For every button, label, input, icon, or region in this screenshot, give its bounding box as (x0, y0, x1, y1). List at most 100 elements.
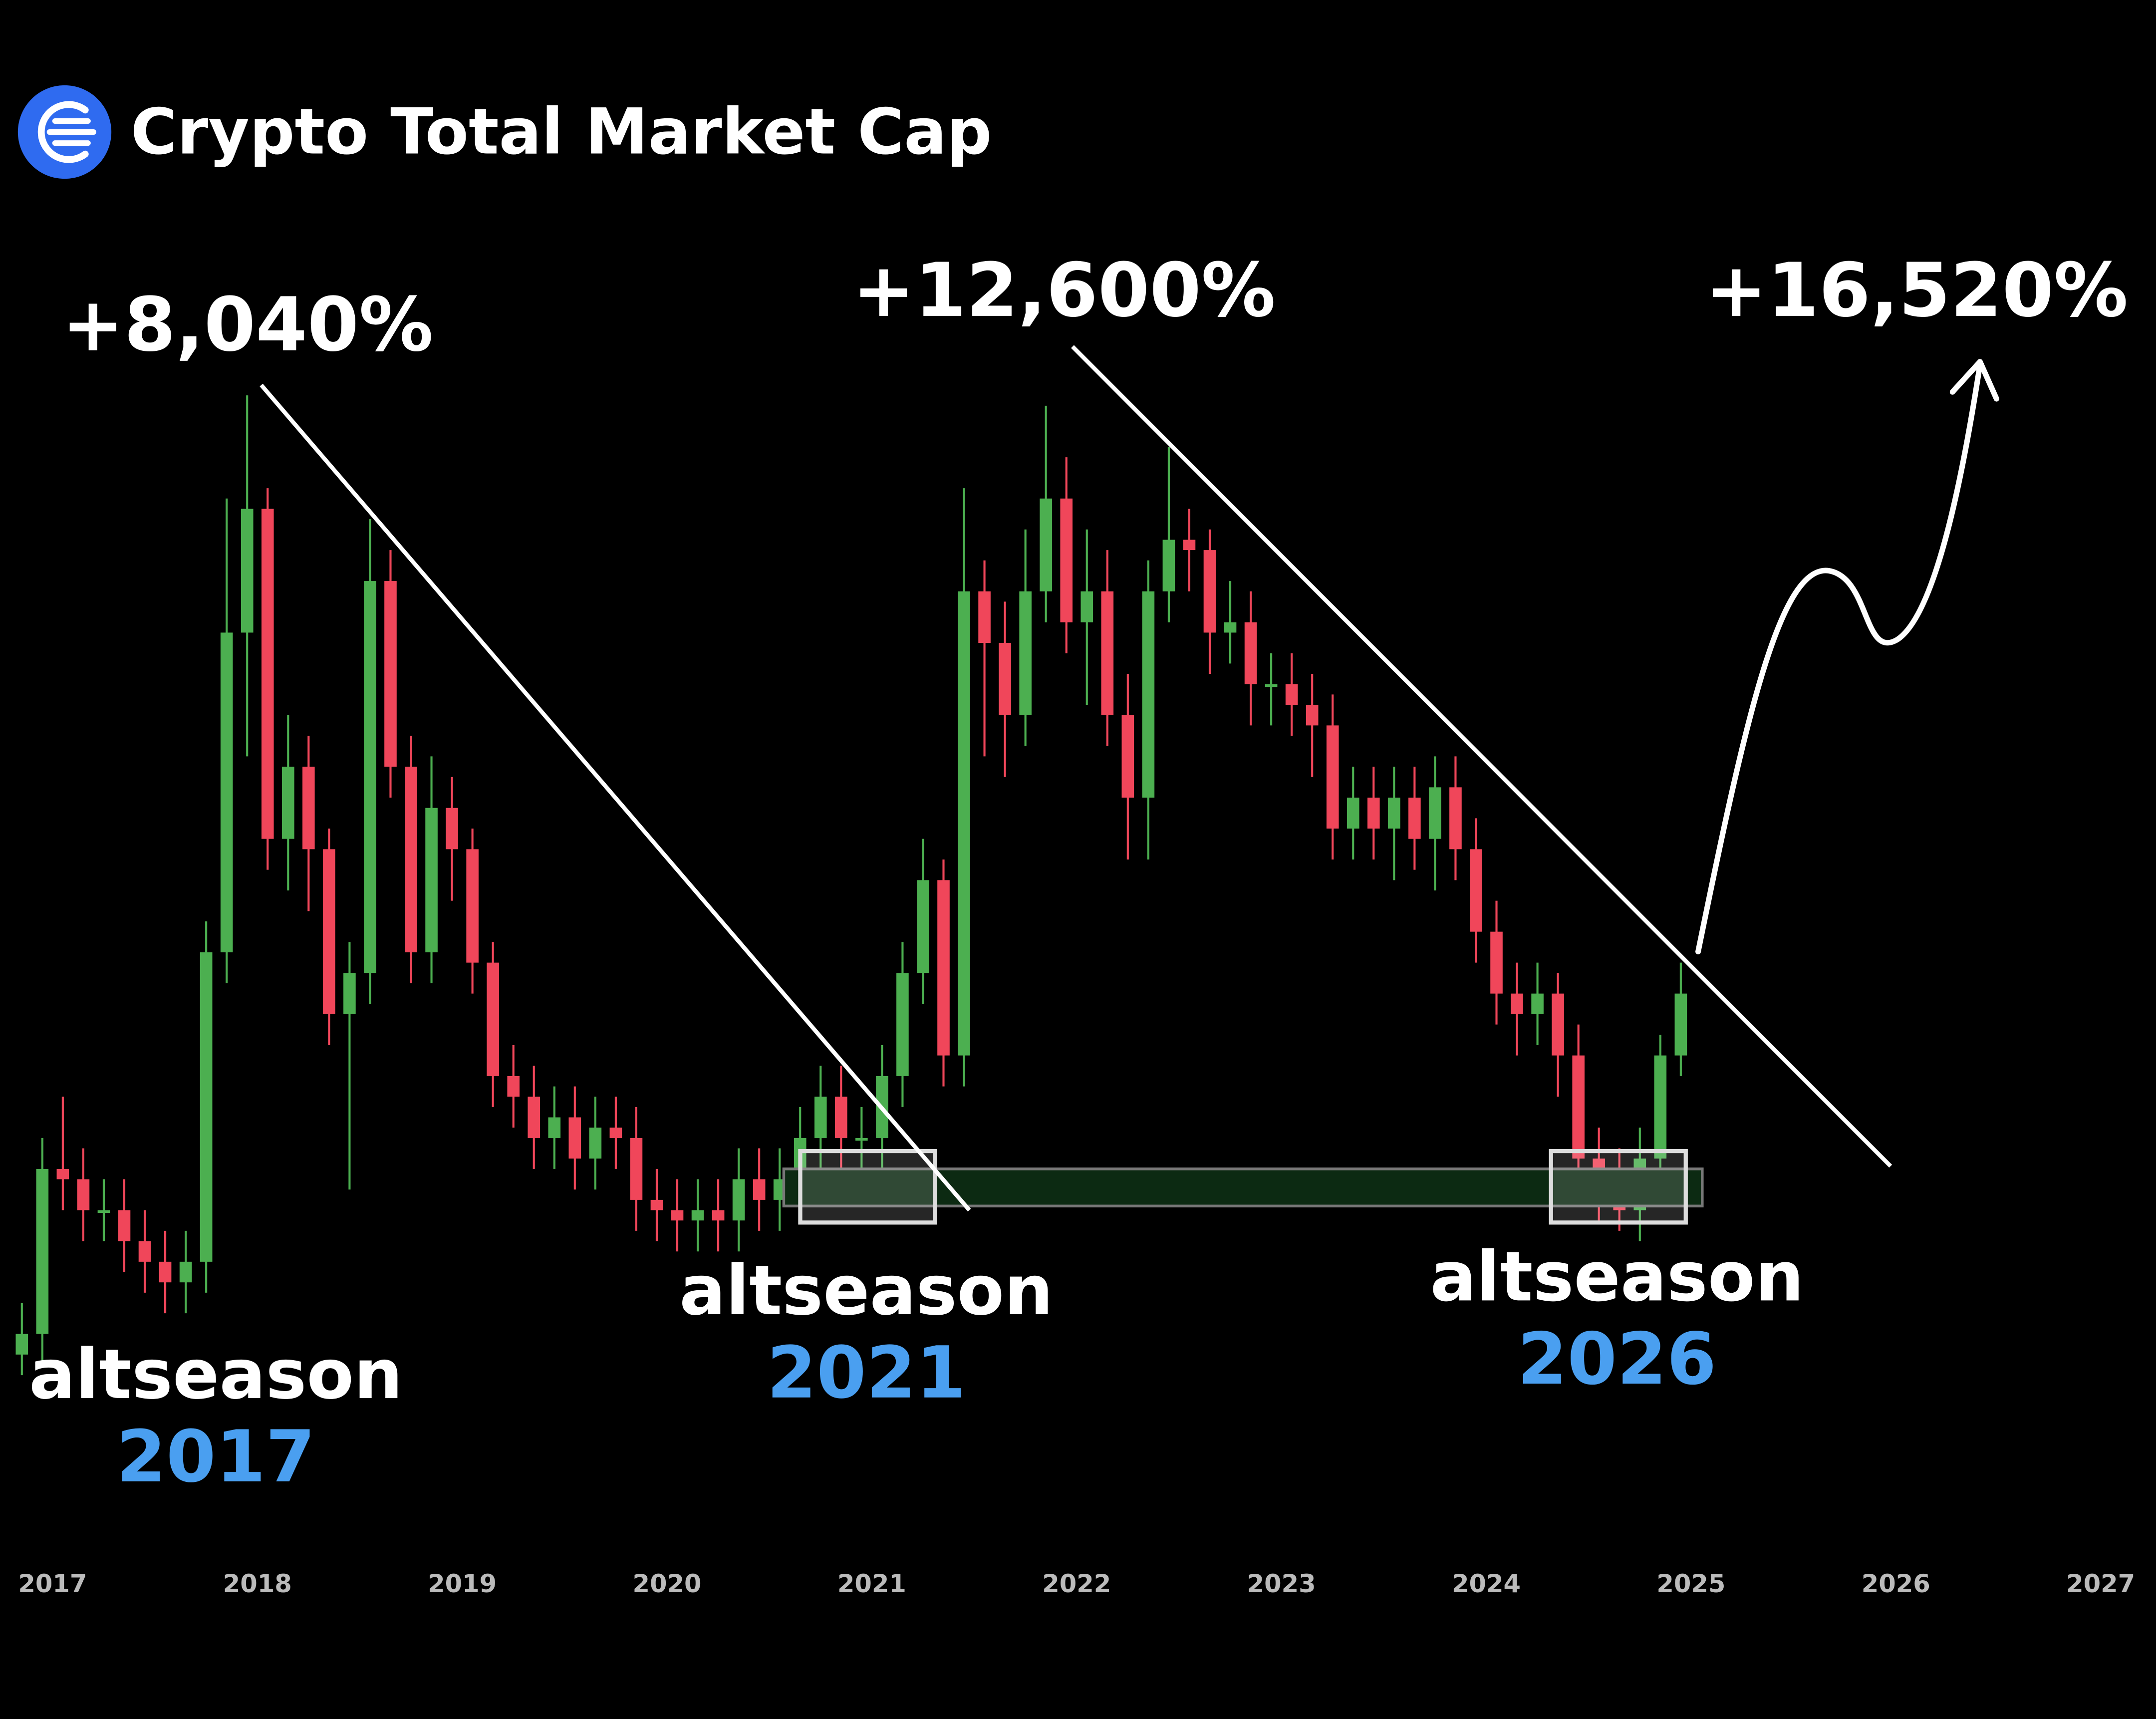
candle-body (1449, 787, 1462, 850)
candle-body (281, 767, 294, 839)
candle-body (425, 808, 438, 952)
candle-body (1306, 705, 1319, 726)
candle-body (568, 1117, 581, 1159)
candle-body (241, 509, 254, 633)
candle-body (56, 1168, 69, 1179)
candle-body (405, 767, 417, 952)
x-tick-label: 2027 (2066, 1569, 2135, 1598)
candle-body (1429, 787, 1441, 839)
candle-body (589, 1128, 602, 1159)
candle-body (97, 1210, 110, 1213)
candle-body (1019, 591, 1032, 715)
candle-body (630, 1138, 643, 1200)
candle-body (1040, 498, 1052, 591)
altseason-label: altseason (679, 1251, 1053, 1331)
candle-body (1408, 798, 1421, 839)
x-tick-label: 2024 (1452, 1569, 1521, 1598)
candle-body (1326, 725, 1339, 829)
candle-body (1388, 798, 1400, 829)
candle-body (1470, 849, 1482, 932)
candle-body (446, 808, 458, 850)
candle-body (1121, 715, 1134, 798)
candle-body (896, 973, 909, 1076)
candle-body (1552, 993, 1564, 1056)
candle-body (302, 767, 315, 850)
plot-area: 2017 2018 2019 2020 2021 2022 2023 2024 2025 2026… (15, 395, 2135, 1598)
x-tick-label: 2020 (632, 1569, 701, 1598)
candle-body (487, 962, 499, 1076)
candle-body (671, 1210, 684, 1221)
candle-body (261, 509, 274, 839)
candle-body (77, 1179, 90, 1210)
x-tick-label: 2023 (1247, 1569, 1316, 1598)
candle-body (732, 1179, 745, 1221)
candle-body (1511, 993, 1523, 1014)
projection-arrow (1695, 359, 1999, 955)
annotation: +12,600% (852, 248, 1276, 334)
candle-body (323, 849, 335, 1014)
candle-body (364, 581, 376, 973)
highlight-box (798, 1148, 937, 1225)
trend-line (260, 383, 971, 1212)
candle-body (958, 591, 970, 1056)
x-tick-label: 2018 (223, 1569, 292, 1598)
candle-body (814, 1097, 827, 1138)
logo (17, 85, 112, 179)
highlight-box (1549, 1148, 1688, 1225)
x-tick-label: 2019 (428, 1569, 497, 1598)
candle-body (999, 643, 1011, 715)
candle-body (1142, 591, 1155, 798)
annotation: +8,040% (62, 282, 433, 368)
candle-body (855, 1138, 868, 1141)
candle-body (138, 1241, 151, 1262)
candle-body (712, 1210, 725, 1221)
candle-body (1674, 993, 1687, 1056)
candle-body (1265, 684, 1278, 687)
candle-body (1347, 798, 1359, 829)
candle-body (548, 1117, 561, 1138)
altseason-year: 2017 (116, 1415, 315, 1498)
candle-body (834, 1097, 847, 1138)
candle-body (937, 880, 950, 1056)
candle-body (1531, 993, 1544, 1014)
candle-body (118, 1210, 131, 1241)
candle-body (159, 1261, 172, 1283)
x-tick-label: 2025 (1656, 1569, 1725, 1598)
candle-body (753, 1179, 766, 1200)
x-tick-label: 2021 (837, 1569, 906, 1598)
candle-body (1367, 798, 1380, 829)
candle-body (200, 952, 213, 1262)
candle-body (220, 632, 233, 952)
candle-body (917, 880, 929, 973)
candle-body (691, 1210, 704, 1221)
altseason-year: 2021 (767, 1331, 966, 1415)
candle-body (1203, 550, 1216, 633)
x-tick-label: 2017 (18, 1569, 87, 1598)
candle-body (609, 1128, 622, 1138)
candle-body (1101, 591, 1114, 715)
candle-body (1572, 1055, 1585, 1159)
altseason-year: 2026 (1518, 1317, 1717, 1401)
candle-body (1285, 684, 1298, 705)
candle-body (343, 973, 356, 1014)
altseason-label: altseason (1430, 1237, 1804, 1317)
candle-body (384, 581, 397, 767)
chart-title: Crypto Total Market Cap (131, 94, 992, 168)
candle-body (1490, 931, 1503, 994)
candle-body (1593, 1158, 1606, 1169)
candle-body (466, 849, 479, 963)
x-tick-label: 2022 (1042, 1569, 1111, 1598)
candle-body (1224, 622, 1237, 633)
candle-body (507, 1076, 520, 1097)
candle-body (650, 1199, 663, 1210)
annotation: +16,520% (1705, 248, 2128, 334)
candle-body (1654, 1055, 1667, 1159)
candle-body (978, 591, 991, 643)
candle-body (1183, 540, 1196, 551)
candle-body (528, 1097, 540, 1138)
candle-body (15, 1334, 28, 1355)
candle-body (179, 1261, 192, 1283)
trend-line (1071, 345, 1892, 1168)
candle-body (1162, 540, 1175, 591)
